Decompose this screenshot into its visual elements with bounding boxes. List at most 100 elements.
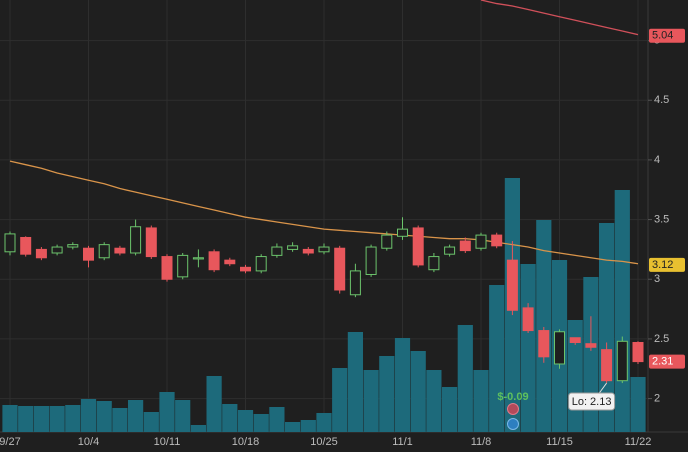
price-tag	[649, 28, 685, 43]
volume-bar	[457, 325, 473, 432]
volume-bar	[222, 404, 238, 432]
candle-body	[271, 246, 283, 256]
candle-body	[224, 259, 236, 265]
volume-bar	[426, 370, 442, 432]
volume-bar	[520, 264, 536, 432]
volume-bar	[65, 405, 81, 432]
candle-body	[569, 337, 581, 343]
price-tag	[649, 354, 685, 369]
candle-body	[20, 236, 32, 255]
y-tick-label: 2.5	[654, 333, 669, 345]
volume-bar	[206, 376, 222, 432]
x-tick-label: 11/22	[625, 436, 652, 448]
volume-bar	[175, 400, 191, 432]
x-tick-label: 10/11	[154, 436, 181, 448]
volume-bar	[269, 407, 285, 432]
candle-body	[522, 307, 534, 332]
volume-bar	[332, 368, 348, 432]
volume-bar	[112, 408, 128, 432]
low-pointer	[598, 382, 608, 395]
candle-body	[83, 247, 94, 261]
volume-bar	[96, 401, 112, 432]
volume-bar	[614, 190, 630, 432]
price-tag-label: 5.04	[652, 30, 673, 42]
x-tick-label: 11/8	[471, 436, 492, 448]
candle-body	[365, 246, 377, 275]
volume-bar	[143, 412, 159, 432]
volume-bar	[394, 338, 411, 432]
price-tag-label: 3.12	[652, 259, 673, 271]
volume-bar	[49, 406, 65, 432]
candle-body	[302, 248, 314, 254]
x-tick-label: 9/27	[0, 436, 21, 448]
candle-body	[67, 244, 79, 248]
candle-body	[51, 246, 63, 254]
volume-bar	[630, 377, 646, 432]
candle-body	[161, 256, 173, 280]
candle-body	[240, 266, 251, 272]
candle-body	[177, 254, 189, 278]
volume-bar	[536, 220, 552, 432]
volume-bar	[2, 405, 18, 432]
candle-body	[4, 233, 16, 253]
candle-body	[381, 234, 393, 249]
volume-bar	[316, 413, 332, 432]
candle-body	[475, 234, 487, 249]
candle-body	[397, 228, 408, 237]
candle-body	[114, 247, 126, 254]
earnings-icon	[507, 403, 519, 415]
candle-body	[554, 331, 565, 365]
candle-body	[428, 256, 440, 271]
candle-body	[145, 227, 157, 258]
moving-average-line	[480, 0, 639, 36]
volume-bar	[190, 425, 206, 432]
x-tick-label: 10/18	[232, 436, 260, 448]
candle-body	[318, 246, 330, 253]
y-tick-label: 4	[654, 154, 660, 166]
candle-body	[412, 227, 424, 266]
volume-bar	[300, 420, 316, 432]
moving-average-line	[9, 160, 639, 265]
x-tick-label: 10/4	[78, 436, 99, 448]
low-annotation: Lo: 2.13	[572, 396, 612, 408]
volume-bar	[285, 422, 301, 432]
earnings-label: $-0.09	[497, 391, 528, 403]
candle-body	[444, 246, 456, 255]
volume-bar	[80, 399, 97, 432]
y-tick-label: 3.5	[654, 213, 669, 225]
candle-body	[255, 256, 267, 272]
volume-bar	[33, 406, 49, 432]
candle-body	[35, 248, 47, 259]
volume-bar	[379, 356, 395, 432]
candle-body	[208, 251, 220, 271]
x-tick-label: 11/15	[546, 436, 573, 448]
y-tick-label: 4.5	[654, 94, 669, 106]
volume-bar	[18, 406, 34, 432]
volume-bar	[253, 414, 269, 432]
price-tag-label: 2.31	[652, 355, 673, 367]
y-tick-label: 3	[654, 273, 660, 285]
candle-body	[506, 259, 518, 311]
volume-bar	[237, 410, 254, 432]
candle-body	[632, 341, 644, 363]
candle-body	[349, 270, 361, 296]
candle-body	[287, 245, 299, 250]
candle-body	[616, 340, 628, 382]
candle-body	[491, 234, 503, 247]
y-tick-label: 2	[654, 392, 660, 404]
volume-bar	[347, 332, 363, 432]
low-annotation-box	[568, 392, 616, 411]
x-tick-label: 11/1	[392, 436, 413, 448]
volume-bar	[567, 320, 583, 432]
candle-body	[601, 349, 613, 382]
volume-bar	[489, 285, 505, 432]
candle-body	[334, 247, 346, 291]
volume-bar	[473, 370, 489, 432]
volume-bar	[363, 370, 379, 432]
candle-body	[538, 330, 550, 358]
candle-body	[585, 343, 597, 348]
candle-body	[130, 226, 142, 254]
dividend-icon	[507, 418, 519, 430]
